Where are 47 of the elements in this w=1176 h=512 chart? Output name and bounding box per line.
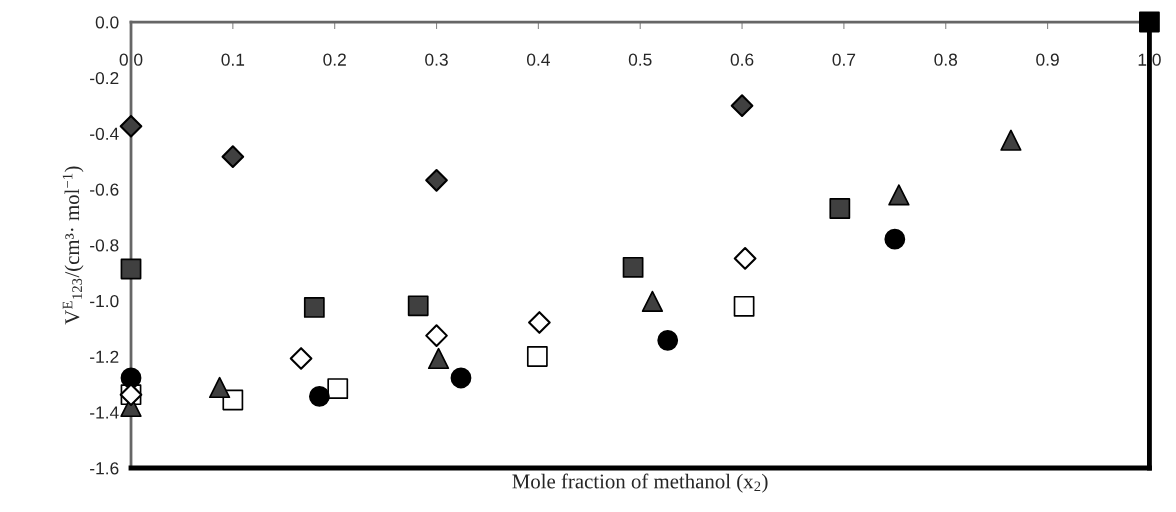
x-tick-label: 0.4 [526, 53, 550, 66]
point [221, 145, 245, 168]
point [884, 228, 906, 250]
point [526, 346, 548, 367]
y-tick-label: -1.4 [90, 406, 119, 419]
y-axis-title: V$^{E}$$_{123}$/(cm³· mol$^{−1}$) [62, 166, 84, 325]
y-tick-label: -0.8 [90, 239, 119, 252]
y-tick-label: -0.6 [90, 183, 119, 196]
point [327, 378, 349, 399]
point [622, 256, 644, 278]
point [120, 367, 142, 389]
point [427, 347, 450, 370]
x-tick-label: 0.6 [730, 53, 754, 66]
point [119, 114, 143, 138]
point [425, 169, 448, 192]
x-tick-label: 0.5 [628, 53, 652, 66]
y-tick-label: -0.2 [90, 71, 119, 85]
point [289, 347, 313, 370]
point [425, 324, 448, 347]
x-tick-label: 0.2 [323, 53, 346, 66]
x-tick-label: 0.7 [832, 53, 856, 66]
point [208, 376, 231, 399]
x-tick-label: 0.1 [221, 53, 245, 66]
point [733, 295, 755, 317]
x-tick-label: 0.9 [1036, 53, 1059, 66]
point [641, 290, 664, 312]
point [407, 295, 429, 317]
point [657, 329, 679, 351]
point [309, 385, 330, 407]
y-tick-label: -0.4 [90, 127, 119, 140]
x-tick-label: 0.3 [425, 53, 448, 66]
x-tick-label: 0.8 [934, 53, 958, 66]
point [733, 247, 757, 270]
point [1139, 11, 1160, 33]
y-tick-label: -1.0 [90, 294, 119, 308]
point [450, 367, 472, 389]
y-tick-label: -1.6 [90, 462, 119, 475]
y-tick-label: -1.2 [90, 350, 119, 363]
x-axis-title: Mole fraction of methanol (x$_{2}$) [512, 473, 768, 493]
point [829, 198, 851, 219]
y-tick-label: 0.0 [95, 16, 119, 29]
point [303, 297, 325, 318]
point [730, 94, 754, 117]
point [528, 311, 551, 334]
point [1000, 129, 1022, 151]
point [120, 258, 142, 280]
point [888, 184, 910, 206]
